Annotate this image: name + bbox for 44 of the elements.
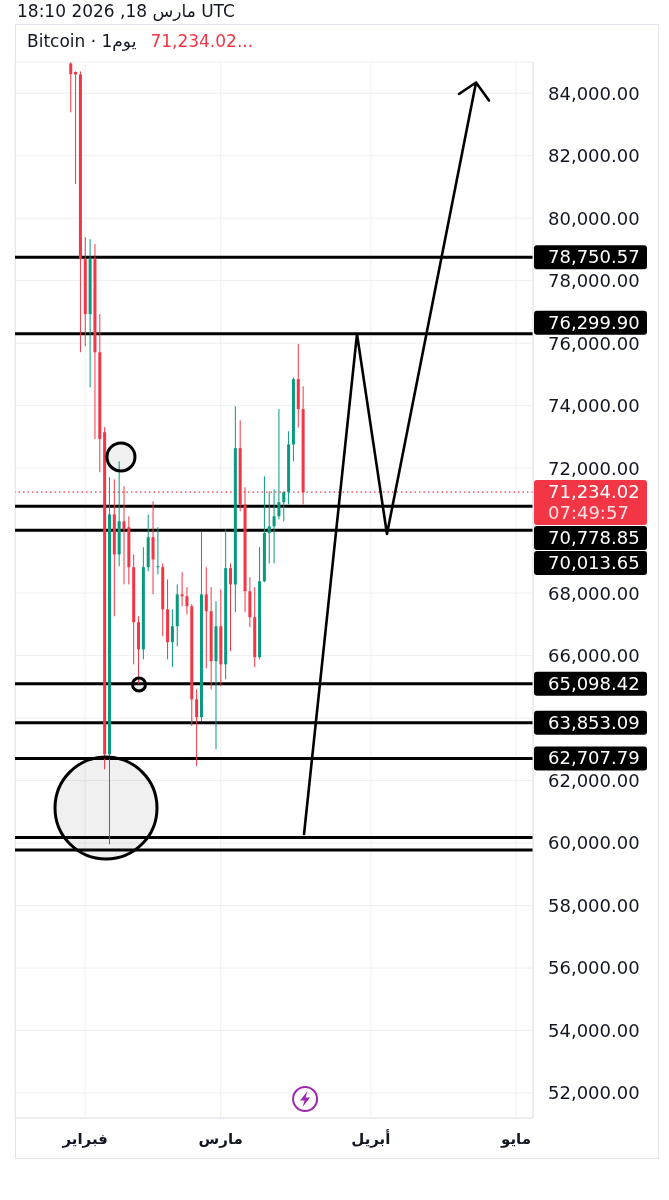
y-tick-label: 62,000.00 [548,769,640,791]
text: 07:49:57 [548,502,629,524]
candlestick [267,490,271,564]
candlestick [282,490,286,522]
text: 71,234.02... [150,30,254,52]
chart-title: Bitcoin · 1يوم [27,30,137,52]
x-tick-label: مارس [198,1129,243,1148]
candlestick [277,408,281,520]
y-tick-label: 72,000.00 [548,457,640,479]
y-tick-label: 78,000.00 [548,270,640,292]
candlestick [272,488,276,564]
ref-line-label: 70,778.85 [548,527,640,549]
candlestick [156,526,160,575]
y-tick-label: 56,000.00 [548,957,640,979]
x-tick-label: فبراير [61,1129,108,1148]
y-tick-label: 54,000.00 [548,1019,640,1041]
candlestick [170,608,174,668]
y-tick-label: 84,000.00 [548,82,640,104]
candlestick [195,688,199,767]
candlestick [185,586,189,615]
y-tick-label: 60,000.00 [548,832,640,854]
ref-line-label: 65,098.42 [548,672,640,694]
ref-line-label: 76,299.90 [548,311,640,333]
y-tick-label: 80,000.00 [548,207,640,229]
candlestick [229,562,233,652]
y-tick-label: 68,000.00 [548,582,640,604]
ref-line-label: 62,707.79 [548,747,640,769]
ref-line-label: 78,750.57 [548,246,640,268]
y-tick-label: 58,000.00 [548,894,640,916]
x-tick-label: أبريل [351,1128,391,1148]
candlestick [204,566,208,669]
candlestick [69,62,73,113]
candlestick [180,571,184,607]
y-tick-label: 82,000.00 [548,145,640,167]
ref-line-label: 70,013.65 [548,552,640,574]
candlestick [151,500,155,595]
x-tick-label: مايو [500,1129,532,1148]
y-tick-label: 66,000.00 [548,645,640,666]
y-tick-label: 74,000.00 [548,395,640,417]
ref-line-label: 63,853.09 [548,711,640,733]
chart-subtitle: 18:10 2026 ,18 مارس UTC [17,1,235,21]
ref-line-label: 71,234.02 [548,481,640,503]
y-tick-label: 52,000.00 [548,1082,640,1104]
y-tick-label: 76,000.00 [548,332,640,354]
